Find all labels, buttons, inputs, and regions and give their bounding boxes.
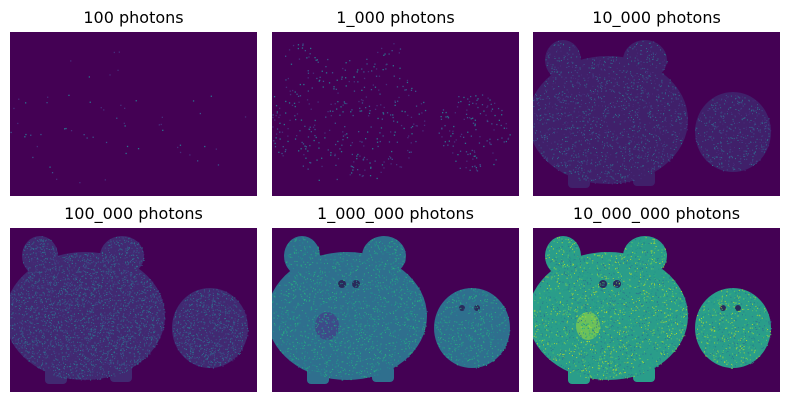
piggy-features (576, 280, 741, 340)
photon-image (533, 228, 780, 392)
piggy-bank-silhouette (533, 236, 771, 384)
panel-title: 1_000 photons (336, 8, 455, 27)
photon-dots (272, 43, 511, 181)
photon-image (10, 32, 257, 196)
photon-image (272, 32, 519, 196)
photon-dots (272, 237, 511, 381)
photon-dots (533, 237, 772, 381)
photon-image (10, 228, 257, 392)
photon-dots (10, 51, 247, 184)
panel-title: 100 photons (83, 8, 184, 27)
photon-image (272, 228, 519, 392)
panel-title: 100_000 photons (64, 204, 203, 223)
panel-title: 10_000_000 photons (572, 204, 741, 223)
panel-title: 1_000_000 photons (317, 204, 474, 223)
photon-dots (10, 236, 249, 381)
photon-dots (533, 40, 772, 185)
piggy-features (315, 280, 480, 340)
photon-image (533, 32, 780, 196)
piggy-bank-silhouette (533, 40, 771, 188)
panel-title: 10_000 photons (592, 8, 721, 27)
